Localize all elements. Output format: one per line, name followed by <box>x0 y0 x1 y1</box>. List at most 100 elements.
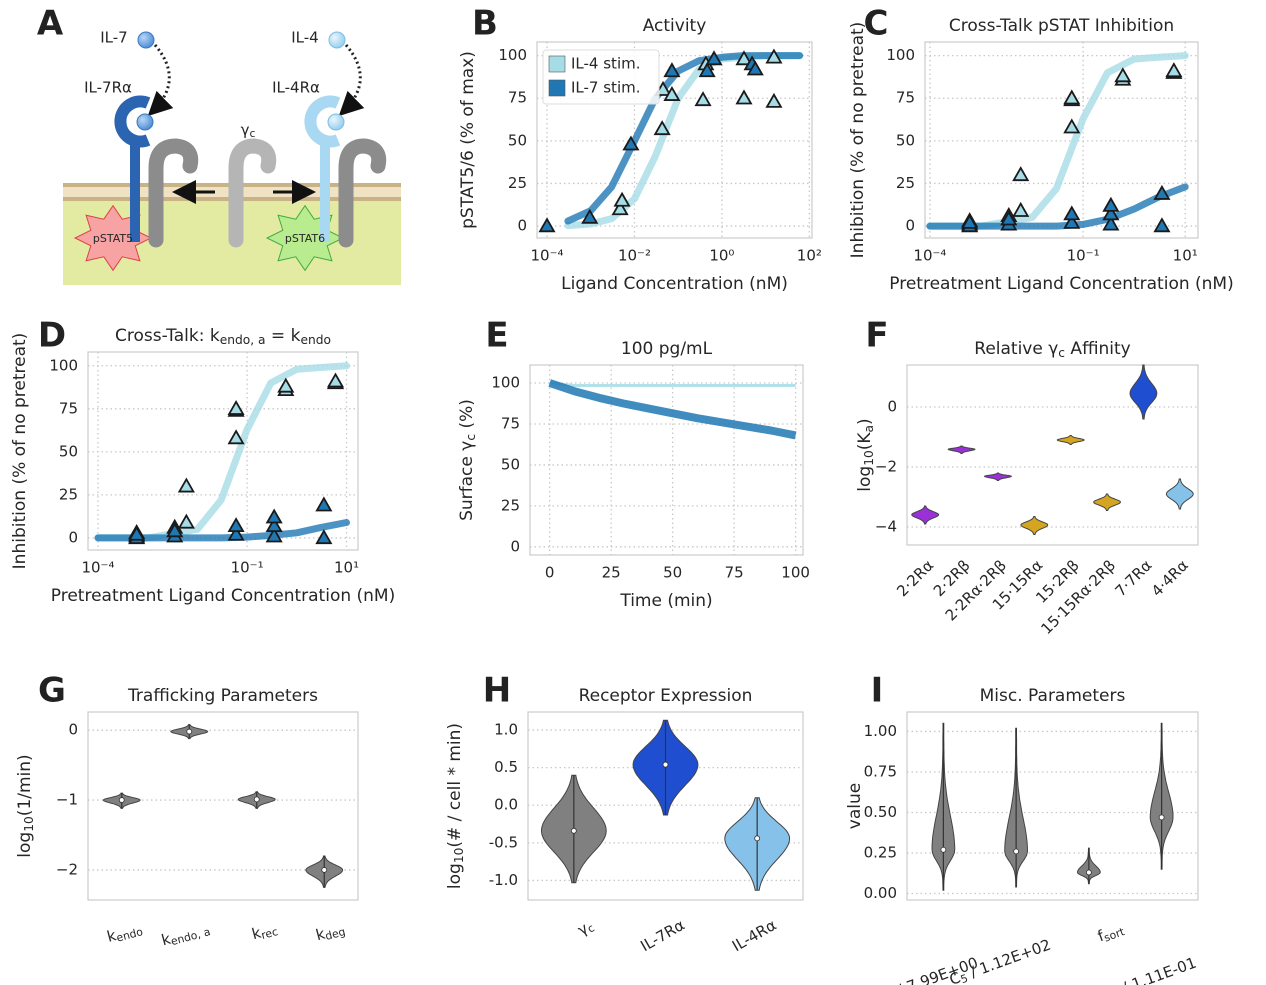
subscript: sort <box>1102 925 1126 944</box>
text-part: (K <box>855 432 875 451</box>
text-part: log <box>445 863 465 889</box>
x-axis-label: Time (min) <box>619 591 712 611</box>
legend-label: IL-7 stim. <box>571 79 641 97</box>
data-point <box>611 200 629 216</box>
x-axis-label: Ligand Concentration (nM) <box>561 274 788 294</box>
il7-ligand <box>137 31 155 49</box>
y-axis-label: Surface γc (%) <box>457 399 478 521</box>
chart-title: 100 pg/mL <box>621 339 713 359</box>
data-point <box>177 513 195 529</box>
data-point <box>654 80 672 96</box>
y-tick-label: 0.5 <box>494 758 518 776</box>
violin <box>947 445 976 454</box>
x-tick-label: 10⁰ <box>709 247 734 265</box>
legend-swatch <box>548 79 566 97</box>
x-tick-label: 10¹ <box>334 559 359 577</box>
x-tick-label: IL-4Rα <box>729 916 779 956</box>
panel-letter: I <box>871 671 884 711</box>
data-point <box>1102 215 1120 231</box>
violin-median <box>662 761 669 768</box>
subscript: 5 <box>959 972 970 985</box>
diagram: A IL-7 IL-7Rα IL-4 IL-4Rα γc pSTAT5 pSTA… <box>37 4 401 285</box>
x-tick-label: 10⁻⁴ <box>913 247 946 265</box>
data-point <box>265 527 283 543</box>
y-tick-label: 0.75 <box>864 762 897 780</box>
violin <box>1129 364 1158 420</box>
x-tick-label: γc <box>574 916 597 940</box>
y-tick-label: 1.00 <box>864 722 897 740</box>
chart-title: Cross-Talk: kendo, a = kendo <box>115 326 331 347</box>
plot-area <box>529 364 804 556</box>
violin <box>911 505 940 525</box>
panel-letter: A <box>37 4 64 44</box>
fit-band <box>94 519 350 542</box>
y-tick-label: 0.0 <box>494 796 518 814</box>
il4-ligand <box>327 113 345 131</box>
x-tick-label: kfwd / 1.11E-01 <box>1089 953 1199 985</box>
violin-median <box>1158 814 1165 821</box>
data-point <box>735 50 753 66</box>
text-part: Relative γ <box>974 339 1058 359</box>
y-tick-label: 50 <box>59 442 78 460</box>
data-point <box>265 517 283 533</box>
data-point <box>653 120 671 136</box>
data-point <box>1153 184 1171 200</box>
violin <box>984 472 1012 481</box>
data-point <box>227 517 245 533</box>
chart-title: Trafficking Parameters <box>127 686 318 706</box>
y-axis-label: log10(Ka) <box>855 418 876 491</box>
y-tick-label: 100 <box>491 374 520 392</box>
x-tick-label: 50 <box>663 564 682 582</box>
data-point <box>166 522 184 538</box>
data-point <box>177 477 195 493</box>
text-part: / 1.12E+02 <box>963 935 1053 982</box>
data-point <box>1063 213 1081 229</box>
subscript: rec <box>260 925 280 942</box>
subscript: endo, a <box>220 333 266 347</box>
binding-arrow <box>147 44 174 117</box>
x-axis-label: Pretreatment Ligand Concentration (nM) <box>889 274 1233 294</box>
data-point <box>622 135 640 151</box>
y-tick-label: −2 <box>875 458 897 476</box>
y-axis-label: value <box>845 783 865 829</box>
violin-median <box>1013 848 1020 855</box>
text-part: ) <box>855 418 875 425</box>
violin-median <box>321 867 328 873</box>
data-point <box>326 372 345 388</box>
gc-receptor <box>148 138 199 248</box>
x-axis-label: Pretreatment Ligand Concentration (nM) <box>51 586 395 606</box>
panel-letter: F <box>865 316 888 356</box>
il4-ligand <box>328 31 346 49</box>
y-tick-label: 0.00 <box>864 884 897 902</box>
y-tick-label: 0 <box>68 721 78 739</box>
text-part: = k <box>266 326 301 346</box>
x-tick-label: 10⁻⁴ <box>81 559 114 577</box>
chart-title: Cross-Talk pSTAT Inhibition <box>949 16 1174 36</box>
y-tick-label: 75 <box>501 414 520 432</box>
diagram-label: pSTAT6 <box>285 232 325 245</box>
series-line <box>549 381 796 387</box>
violin <box>1020 516 1049 535</box>
x-tick-label: 10⁻¹ <box>1067 247 1100 265</box>
y-tick-label: 0 <box>887 398 897 416</box>
data-point <box>1063 89 1081 105</box>
y-tick-label: 75 <box>508 89 527 107</box>
data-point <box>227 400 245 415</box>
y-tick-label: 75 <box>896 89 915 107</box>
x-tick-label: kdeg <box>314 919 347 945</box>
subscript: c <box>585 921 597 935</box>
diagram-label: γc <box>241 121 256 141</box>
x-tick-label: 10⁻² <box>618 247 651 265</box>
y-tick-label: 100 <box>49 356 78 374</box>
y-axis-label: log10(# / cell * min) <box>445 723 466 889</box>
y-tick-label: 0.25 <box>864 844 897 862</box>
legend-label: IL-4 stim. <box>571 55 641 73</box>
text-part: Cross-Talk: k <box>115 326 220 346</box>
binding-arrow <box>338 44 365 117</box>
legend-box <box>542 49 660 105</box>
text-part: (# / cell * min) <box>445 723 465 848</box>
text-part: log <box>855 466 875 492</box>
x-tick-label: 2·2Rα <box>893 556 937 600</box>
